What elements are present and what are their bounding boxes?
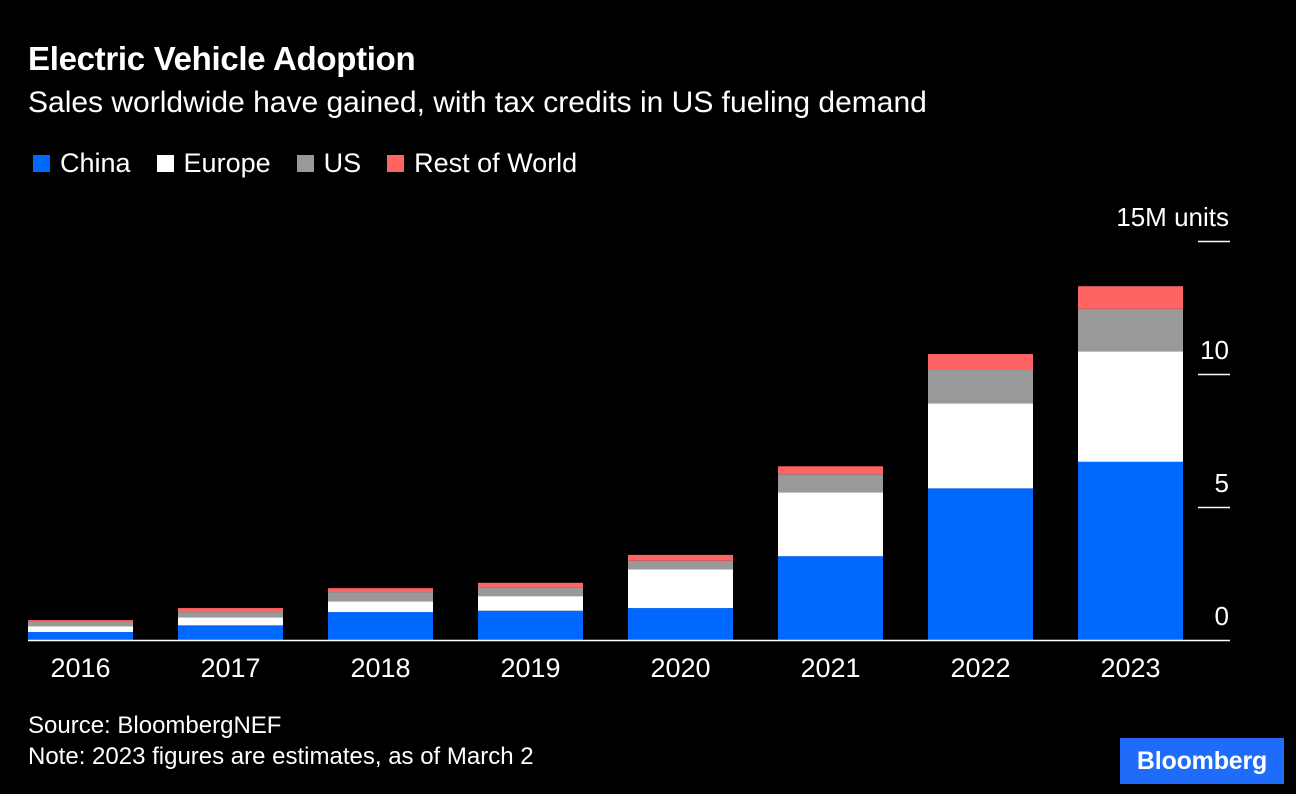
bar-europe-2022 bbox=[928, 403, 1033, 489]
x-tick-label-2021: 2021 bbox=[800, 653, 860, 683]
y-tick-label-10: 10 bbox=[1200, 335, 1229, 365]
chart-subtitle: Sales worldwide have gained, with tax cr… bbox=[28, 86, 927, 119]
legend-label-europe: Europe bbox=[183, 148, 271, 178]
bar-us-2018 bbox=[328, 592, 433, 602]
legend-item-europe: Europe bbox=[156, 148, 271, 179]
bar-europe-2020 bbox=[628, 569, 733, 609]
bar-rest-of-world-2016 bbox=[28, 620, 133, 622]
x-tick-label-2018: 2018 bbox=[350, 653, 410, 683]
legend-swatch-us bbox=[296, 155, 314, 172]
bar-china-2016 bbox=[28, 632, 133, 640]
legend-label-us: US bbox=[323, 148, 362, 178]
x-tick-label-2022: 2022 bbox=[950, 653, 1010, 683]
bar-us-2020 bbox=[628, 560, 733, 570]
bar-europe-2021 bbox=[778, 492, 883, 557]
bar-rest-of-world-2021 bbox=[778, 466, 883, 475]
bar-us-2022 bbox=[928, 370, 1033, 404]
x-tick-label-2023: 2023 bbox=[1100, 653, 1160, 683]
x-tick-label-2020: 2020 bbox=[650, 653, 710, 683]
y-tick-label-15: 15M units bbox=[1116, 202, 1229, 232]
bar-europe-2016 bbox=[28, 626, 133, 633]
bar-europe-2023 bbox=[1078, 351, 1183, 462]
legend-swatch-europe bbox=[156, 155, 174, 172]
x-tick-label-2016: 2016 bbox=[50, 653, 110, 683]
bar-rest-of-world-2019 bbox=[478, 582, 583, 588]
bar-rest-of-world-2017 bbox=[178, 608, 283, 613]
bar-china-2022 bbox=[928, 488, 1033, 640]
legend-label-china: China bbox=[60, 148, 131, 178]
chart-footer: Source: BloombergNEF Note: 2023 figures … bbox=[28, 710, 534, 772]
legend-swatch-rest-of-world bbox=[387, 155, 405, 172]
bar-china-2019 bbox=[478, 610, 583, 640]
y-tick-label-0: 0 bbox=[1215, 601, 1229, 631]
y-tick-label-5: 5 bbox=[1215, 468, 1229, 498]
bar-rest-of-world-2020 bbox=[628, 554, 733, 561]
bar-europe-2019 bbox=[478, 596, 583, 611]
bar-us-2021 bbox=[778, 474, 883, 493]
legend-label-rest-of-world: Rest of World bbox=[414, 148, 578, 178]
legend-swatch-china bbox=[33, 155, 50, 172]
bar-europe-2018 bbox=[328, 601, 433, 613]
bar-europe-2017 bbox=[178, 617, 283, 626]
bar-us-2019 bbox=[478, 587, 583, 597]
source-text: Source: BloombergNEF bbox=[28, 712, 282, 739]
chart-legend: China Europe US Rest of World bbox=[33, 148, 603, 179]
x-tick-label-2017: 2017 bbox=[200, 653, 260, 683]
bar-us-2016 bbox=[28, 621, 133, 627]
bar-rest-of-world-2022 bbox=[928, 354, 1033, 371]
bar-rest-of-world-2018 bbox=[328, 588, 433, 593]
bar-china-2020 bbox=[628, 608, 733, 640]
chart-title: Electric Vehicle Adoption bbox=[28, 40, 416, 77]
legend-item-china: China bbox=[33, 148, 131, 179]
bar-us-2023 bbox=[1078, 308, 1183, 352]
bar-rest-of-world-2023 bbox=[1078, 286, 1183, 309]
note-text: Note: 2023 figures are estimates, as of … bbox=[28, 743, 534, 770]
bloomberg-logo: Bloomberg bbox=[1120, 738, 1284, 784]
bar-china-2018 bbox=[328, 612, 433, 640]
bar-china-2017 bbox=[178, 625, 283, 640]
legend-item-rest-of-world: Rest of World bbox=[387, 148, 577, 179]
bar-china-2023 bbox=[1078, 461, 1183, 640]
legend-item-us: US bbox=[296, 148, 362, 179]
bar-us-2017 bbox=[178, 612, 283, 618]
x-tick-label-2019: 2019 bbox=[500, 653, 560, 683]
bar-china-2021 bbox=[778, 556, 883, 640]
